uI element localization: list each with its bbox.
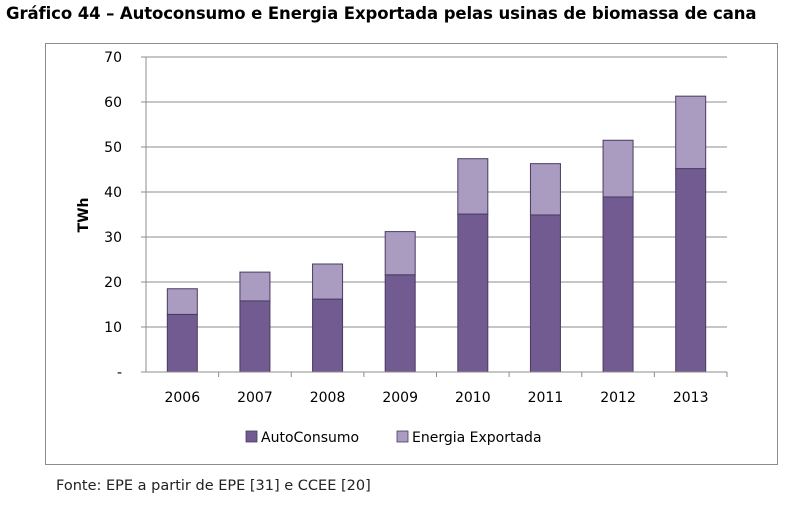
- y-tick-label: 30: [104, 230, 122, 246]
- legend-swatch: [396, 430, 409, 443]
- y-tick-label: 20: [104, 275, 122, 291]
- source-note: Fonte: EPE a partir de EPE [31] e CCEE […: [56, 478, 371, 494]
- legend-label: Energia Exportada: [412, 430, 542, 446]
- bar-autoconsumo-2008: [312, 298, 344, 373]
- x-tick-label: 2012: [600, 390, 636, 406]
- y-tick-label: 60: [104, 95, 122, 111]
- bar-autoconsumo-2006: [166, 313, 198, 373]
- x-tick-label: 2006: [164, 390, 200, 406]
- y-tick-label: -: [117, 365, 122, 381]
- legend-label: AutoConsumo: [261, 430, 359, 446]
- axes: [145, 57, 728, 377]
- bar-energia-exportada-2010: [457, 158, 489, 215]
- y-tick-label: 50: [104, 140, 122, 156]
- y-tick-label: 70: [104, 50, 122, 66]
- bar-energia-exportada-2012: [602, 139, 634, 198]
- legend-swatch: [245, 430, 258, 443]
- bar-energia-exportada-2009: [384, 231, 416, 276]
- x-tick-labels: 2006 2007 2008 2009 2010 2011 2012 2013: [164, 390, 708, 406]
- bar-energia-exportada-2006: [166, 288, 198, 315]
- x-tick-label: 2010: [455, 390, 491, 406]
- y-tick-label: 40: [104, 185, 122, 201]
- x-tick-label: 2009: [382, 390, 418, 406]
- bars: [166, 95, 707, 373]
- bar-energia-exportada-2008: [312, 263, 344, 300]
- bar-energia-exportada-2011: [529, 163, 561, 216]
- bar-autoconsumo-2007: [239, 300, 271, 373]
- bar-energia-exportada-2007: [239, 271, 271, 302]
- bar-autoconsumo-2012: [602, 196, 634, 373]
- y-tick-label: 10: [104, 320, 122, 336]
- x-tick-label: 2007: [237, 390, 273, 406]
- bar-autoconsumo-2010: [457, 213, 489, 373]
- y-tick-labels: - 10 20 30 40 50 60 70: [104, 50, 122, 381]
- x-tick-label: 2008: [310, 390, 346, 406]
- bar-autoconsumo-2013: [675, 168, 707, 373]
- bar-autoconsumo-2009: [384, 274, 416, 373]
- bar-autoconsumo-2011: [529, 214, 561, 373]
- y-axis-title: TWh: [76, 198, 92, 233]
- gridlines: [141, 56, 727, 373]
- legend: AutoConsumo Energia Exportada: [245, 430, 542, 446]
- x-tick-label: 2013: [673, 390, 709, 406]
- chart-title: Gráfico 44 – Autoconsumo e Energia Expor…: [6, 4, 757, 23]
- x-tick-label: 2011: [528, 390, 564, 406]
- bar-energia-exportada-2013: [675, 95, 707, 170]
